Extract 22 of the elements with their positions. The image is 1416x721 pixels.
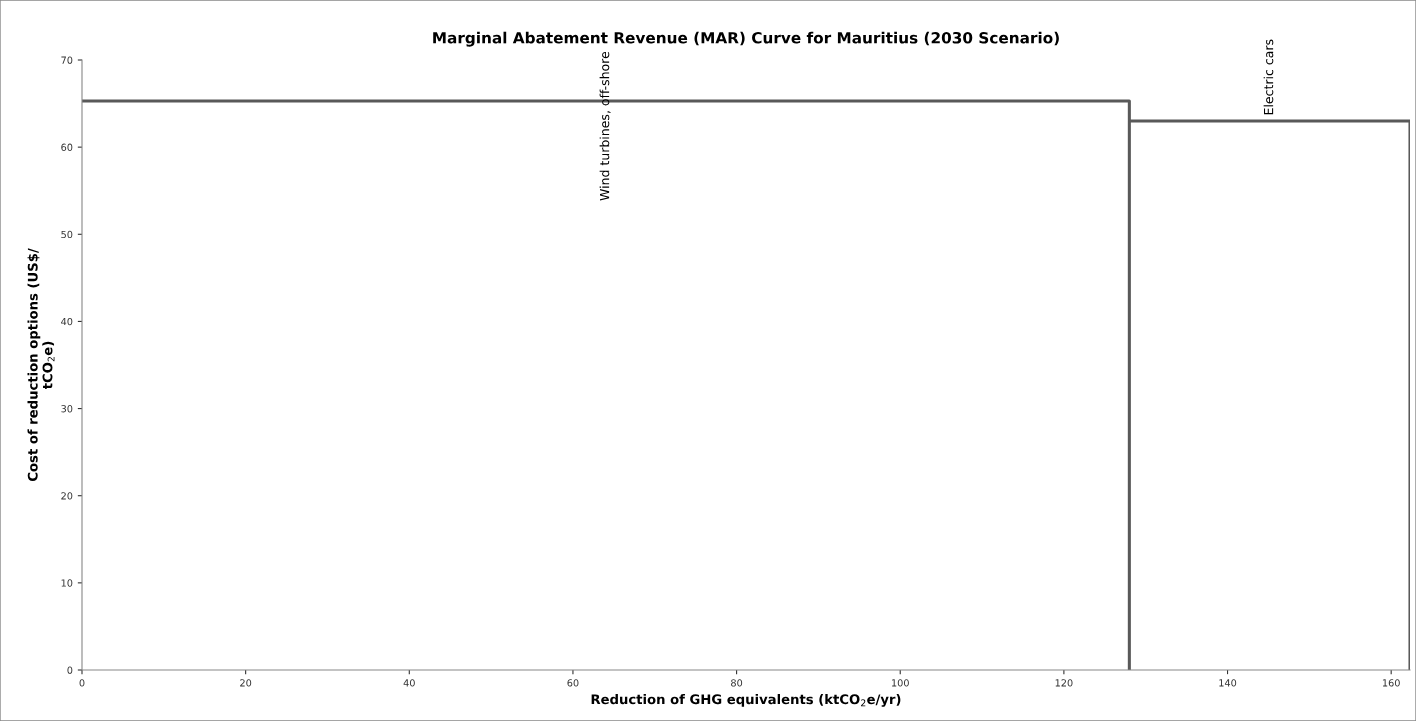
y-tick-label: 20 — [61, 492, 73, 500]
y-tick-label: 10 — [61, 579, 73, 587]
x-tick-label: 20 — [240, 679, 252, 687]
y-tick-label: 30 — [61, 405, 73, 413]
x-tick-label: 100 — [892, 679, 909, 687]
x-tick-label: 80 — [731, 679, 743, 687]
x-axis-title: Reduction of GHG equivalents (ktCO$_{2}$e/yr) — [591, 693, 901, 707]
x-tick-label: 160 — [1382, 679, 1400, 687]
annotation: Wind turbines, off-shore — [599, 51, 611, 201]
y-tick-label: 60 — [61, 143, 73, 151]
y-tick-label: 50 — [61, 230, 73, 239]
chart-title: Marginal Abatement Revenue (MAR) Curve for Mauritius (2030 Scenario) — [433, 31, 1059, 47]
y-axis-title: Cost of reduction options (US$/ tCO$_{2}$e) — [27, 248, 55, 482]
annotation: Electric cars — [1263, 39, 1274, 115]
y-tick-label: 0 — [67, 666, 73, 674]
x-tick-label: 40 — [403, 679, 415, 687]
x-tick-label: 0 — [79, 679, 85, 687]
x-tick-label: 120 — [1055, 679, 1073, 687]
y-tick-label: 40 — [61, 317, 73, 326]
x-tick-label: 60 — [567, 679, 579, 687]
x-tick-label: 140 — [1219, 679, 1237, 687]
y-tick-label: 70 — [61, 56, 73, 64]
